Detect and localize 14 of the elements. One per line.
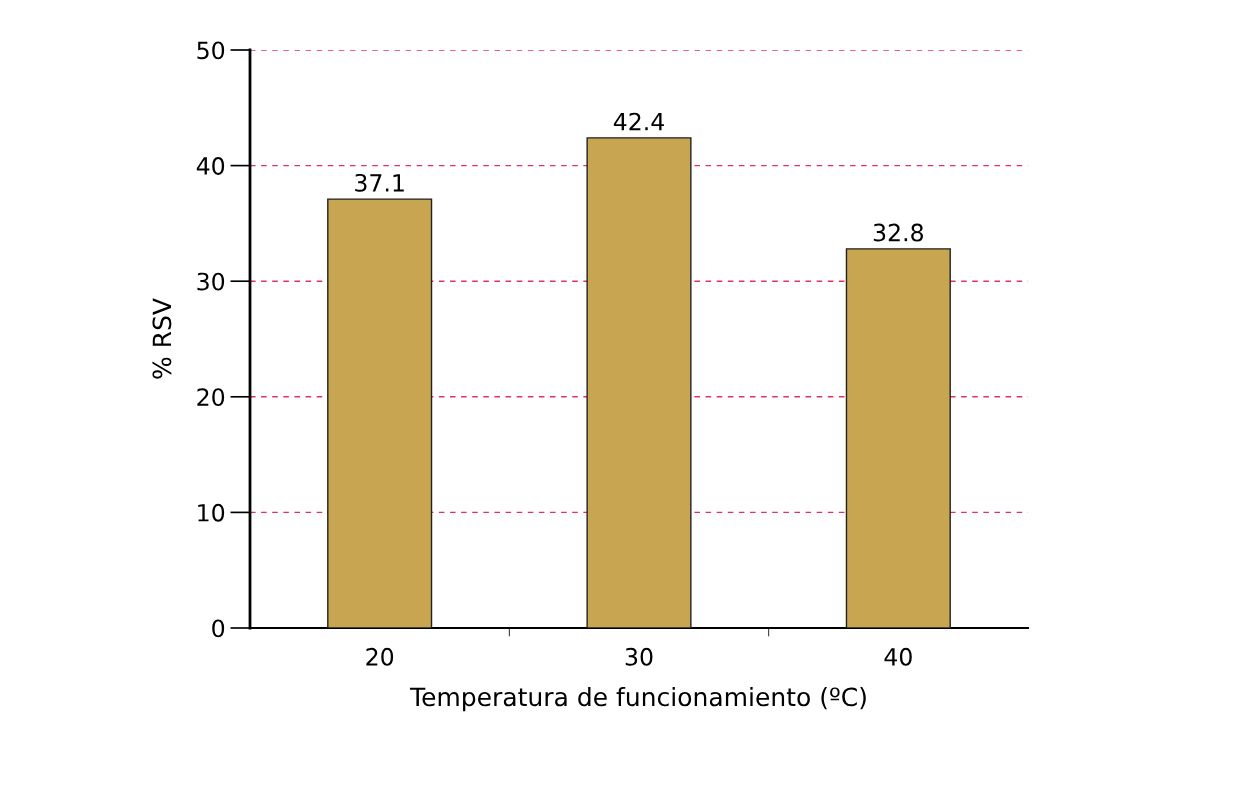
x-tick-label: 40 [884,647,912,666]
y-tick-label: 0 [212,619,225,638]
y-tick-label: 30 [197,272,225,291]
y-axis-title: % RSV [152,298,172,379]
data-label: 42.4 [613,112,664,131]
y-tick-label: 50 [197,41,225,60]
y-tick-label: 10 [198,503,225,522]
x-tick-label: 20 [366,647,394,666]
y-tick-label: 40 [196,157,225,175]
data-label: 37.1 [355,173,404,192]
x-axis-title: Temperatura de funcionamiento (ºC) [409,686,866,712]
data-label: 32.8 [873,223,923,242]
x-tick-label: 30 [625,647,653,666]
y-tick-label: 20 [197,388,225,407]
